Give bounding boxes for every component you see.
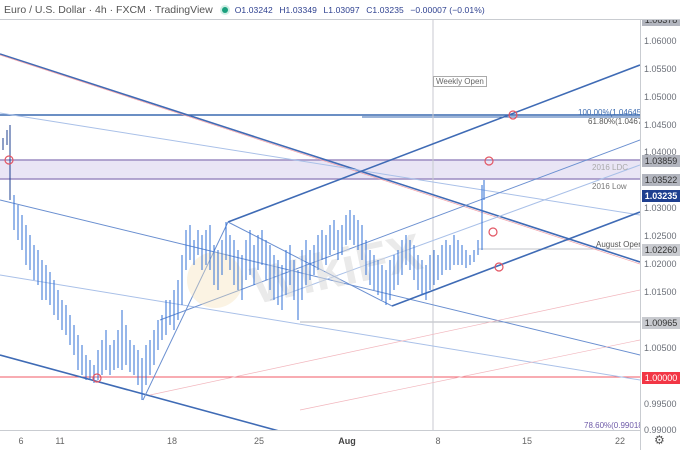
- price-label-2016-low: 1.03522: [642, 174, 680, 186]
- low-value: L1.03097: [323, 4, 360, 15]
- tick: 0.99500: [644, 399, 677, 409]
- price-label-2016-ldc: 1.03859: [642, 155, 680, 167]
- market-status-icon: [221, 6, 228, 13]
- ldc-zone: [0, 160, 640, 179]
- time-tick: Aug: [338, 436, 356, 446]
- label-weekly-open: Weekly Open: [433, 76, 487, 87]
- price-label-low: 1.00965: [642, 317, 680, 329]
- label-2016-ldc: 2016 LDC: [592, 163, 629, 172]
- time-tick: 25: [253, 436, 265, 446]
- close-value: C1.03235: [366, 4, 404, 15]
- price-chart[interactable]: WikiFX: [0, 20, 640, 430]
- time-tick: 22: [614, 436, 626, 446]
- descending-lower-line: [0, 354, 279, 430]
- tick: 1.06000: [644, 36, 677, 46]
- time-tick: 6: [18, 436, 24, 446]
- label-fib-786: 78.60%(0.99018): [584, 421, 646, 430]
- label-fib-618: 61.80%(1.04679): [588, 117, 650, 126]
- tick: 0.99000: [644, 425, 677, 435]
- high-value: H1.03349: [279, 4, 317, 15]
- tick: 1.04000: [644, 147, 677, 157]
- label-2016-low: 2016 Low: [592, 182, 627, 191]
- time-tick: 15: [521, 436, 533, 446]
- price-label-august-open: 1.02260: [642, 244, 680, 256]
- time-tick: 18: [166, 436, 178, 446]
- symbol-title[interactable]: Euro / U.S. Dollar · 4h · FXCM · Trading…: [4, 3, 213, 16]
- ohlc-readout: O1.03242 H1.03349 L1.03097 C1.03235 −0.0…: [235, 5, 489, 15]
- label-fib-100: 100.00%(1.04645): [578, 108, 644, 117]
- label-august-open: August Open: [596, 240, 643, 249]
- time-tick: 11: [55, 436, 65, 446]
- ascending-lower-line: [391, 211, 640, 307]
- tick: 1.04500: [644, 120, 677, 130]
- tick: 1.02500: [644, 231, 677, 241]
- tick: 1.00500: [644, 343, 677, 353]
- ascending-upper-line: [227, 64, 640, 223]
- tick: 1.03000: [644, 203, 677, 213]
- time-tick: 8: [435, 436, 441, 446]
- tick: 1.05000: [644, 92, 677, 102]
- price-axis[interactable]: USD ▾ 1.06000 1.05500 1.05000 1.04500 1.…: [640, 0, 680, 450]
- watermark: WikiFX: [246, 223, 427, 316]
- time-axis[interactable]: 6 11 18 25 Aug 8 15 22: [0, 430, 640, 451]
- candles: [2, 125, 485, 400]
- settings-gear-icon[interactable]: ⚙: [654, 433, 665, 447]
- open-value: O1.03242: [234, 4, 273, 15]
- chart-header: Euro / U.S. Dollar · 4h · FXCM · Trading…: [0, 0, 680, 20]
- price-label-last: 1.03235: [642, 190, 680, 202]
- tick: 1.01500: [644, 287, 677, 297]
- tick: 1.02000: [644, 259, 677, 269]
- price-label-parity: 1.00000: [642, 372, 680, 384]
- tick: 1.05500: [644, 64, 677, 74]
- descending-upper-line: [0, 53, 640, 263]
- change-value: −0.00007 (−0.01%): [410, 4, 485, 15]
